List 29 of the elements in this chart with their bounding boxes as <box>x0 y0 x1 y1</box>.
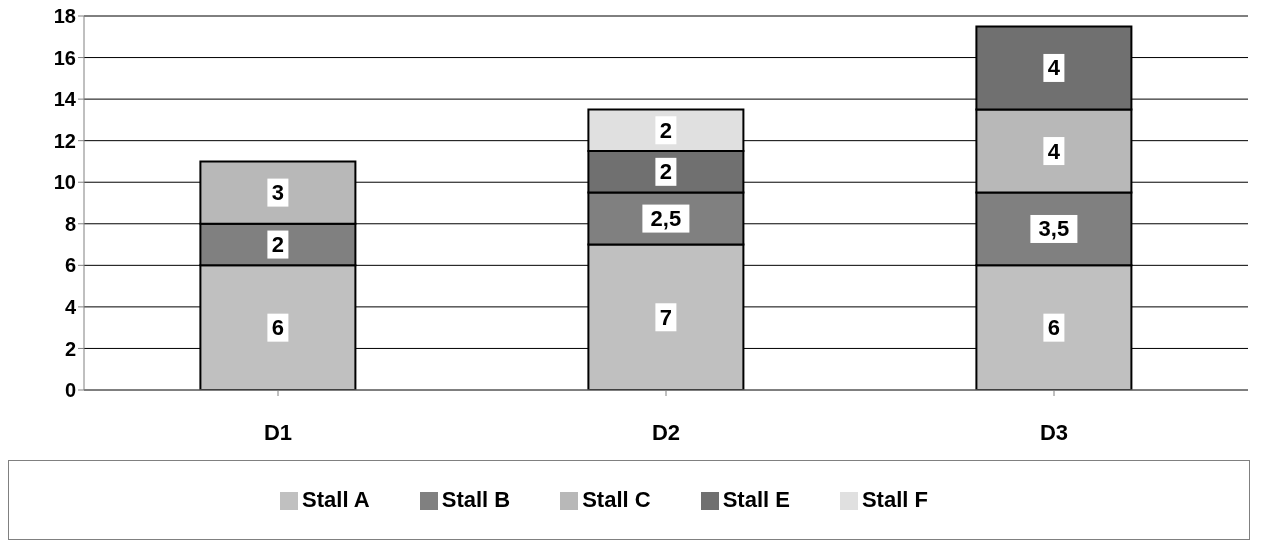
legend-label: Stall E <box>722 487 790 512</box>
data-label: 4 <box>1047 138 1061 164</box>
y-tick-label: 10 <box>53 171 76 194</box>
data-label: 2 <box>659 117 673 143</box>
data-label: 6 <box>271 315 285 341</box>
y-tick-label: 18 <box>53 5 76 28</box>
data-label: 6 <box>1047 315 1061 341</box>
data-label: 3,5 <box>1038 216 1070 242</box>
data-label: 2,5 <box>650 206 682 232</box>
legend-label: Stall C <box>582 487 651 512</box>
legend-label: Stall A <box>302 487 370 512</box>
y-tick-label: 14 <box>53 88 77 111</box>
y-tick-label: 12 <box>53 129 76 152</box>
x-tick-label: D1 <box>263 419 293 445</box>
legend-label: Stall F <box>861 487 928 512</box>
data-label: 2 <box>271 232 285 258</box>
y-tick-label: 16 <box>53 46 76 69</box>
legend-label: Stall B <box>441 487 511 512</box>
x-tick-label: D2 <box>651 419 681 445</box>
y-tick-label: 6 <box>64 254 76 277</box>
x-tick-label: D3 <box>1039 419 1069 445</box>
y-tick-label: 0 <box>64 379 76 402</box>
data-label: 7 <box>659 304 673 330</box>
y-tick-label: 2 <box>64 337 76 360</box>
y-tick-label: 4 <box>64 295 77 318</box>
y-tick-label: 8 <box>64 212 76 235</box>
data-label: 2 <box>659 159 673 185</box>
data-label: 4 <box>1047 55 1061 81</box>
data-label: 3 <box>271 180 285 206</box>
